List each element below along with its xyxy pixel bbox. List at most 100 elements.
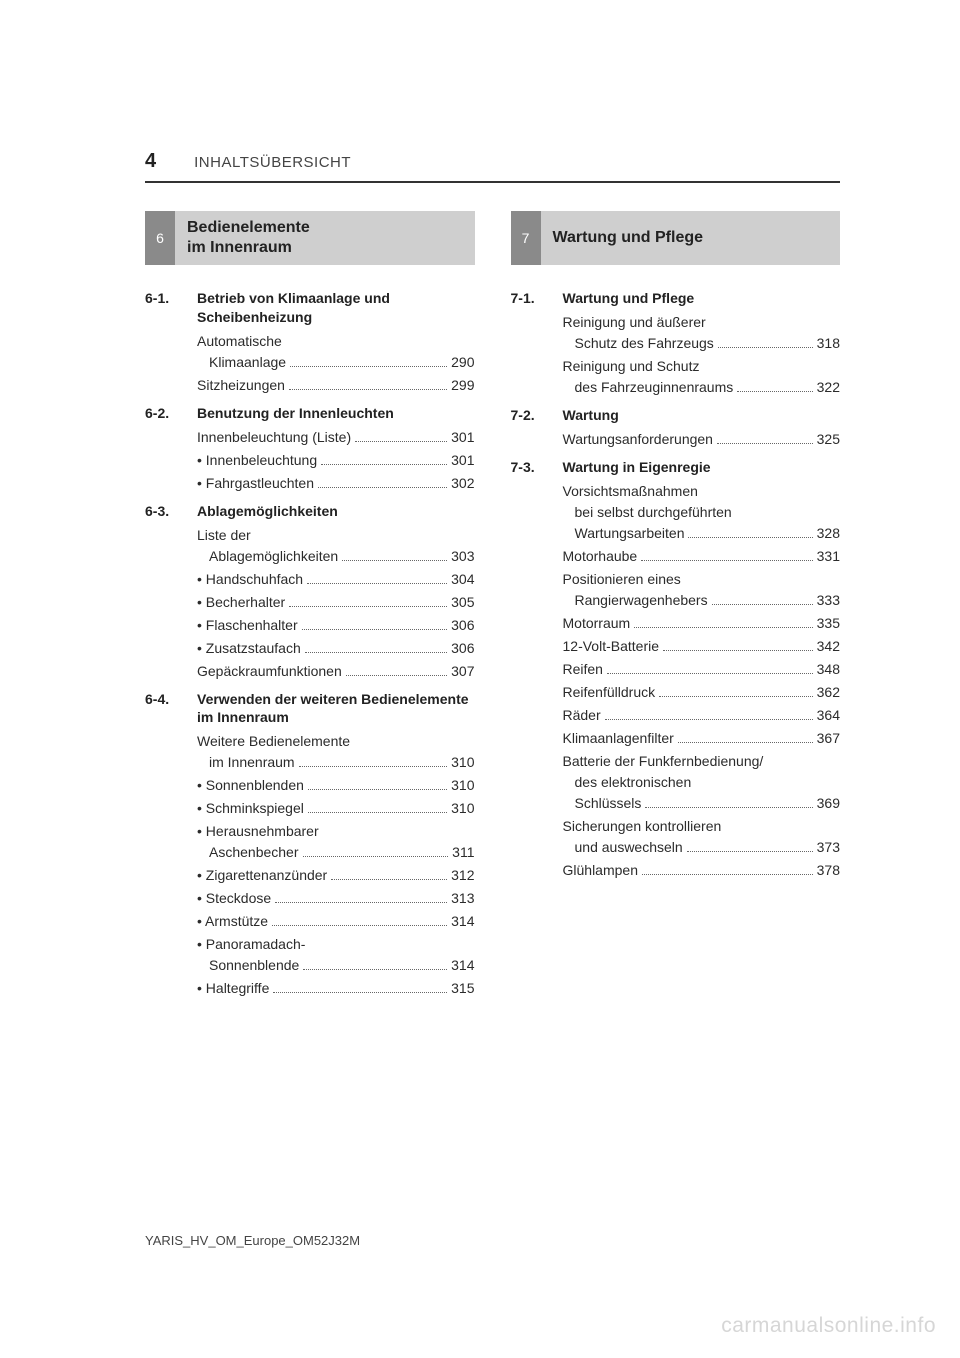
entry-page: 301 [451,427,474,448]
entry-page: 303 [451,546,474,567]
entry-page: 315 [451,978,474,999]
entry-line: Schutz des Fahrzeugs318 [563,333,841,354]
entry-label: Glühlampen [563,860,639,881]
toc-entry: Reinigung und äußererSchutz des Fahrzeug… [563,312,841,354]
leader-dots [289,606,447,607]
chapter-box-6: 6 Bedienelemente im Innenraum [145,211,475,265]
toc-entry: Wartungsanforderungen325 [563,429,841,450]
toc-section: 7-3.Wartung in EigenregieVorsichtsmaßnah… [511,458,841,883]
entry-line: Zigarettenanzünder312 [197,865,475,886]
entry-label: Wartungsanforderungen [563,429,713,450]
toc-section: 7-2.WartungWartungsanforderungen325 [511,406,841,452]
entry-label: Gepäckraumfunktionen [197,661,342,682]
leader-dots [717,443,813,444]
toc-entry: Batterie der Funkfernbedienung/des elekt… [563,751,841,814]
entry-line: Klimaanlage290 [197,352,475,373]
entry-page: 364 [817,705,840,726]
entry-page: 312 [451,865,474,886]
entry-page: 307 [451,661,474,682]
entry-label: Automatische [197,331,475,352]
toc-entry: Reinigung und Schutzdes Fahrzeuginnenrau… [563,356,841,398]
toc-entry: 12-Volt-Batterie 342 [563,636,841,657]
entry-page: 342 [817,636,840,657]
entry-line: Aschenbecher 311 [197,842,475,863]
toc-section: 6-4.Verwenden der weiteren Bedienelement… [145,690,475,1002]
entry-label: des Fahrzeuginnenraums [563,377,734,398]
entry-line: Zusatzstaufach306 [197,638,475,659]
entry-line: Haltegriffe315 [197,978,475,999]
entry-line: Klimaanlagenfilter367 [563,728,841,749]
right-sections: 7-1.Wartung und PflegeReinigung und äuße… [511,289,841,883]
entry-label: Reinigung und äußerer [563,312,841,333]
toc-entry: Sonnenblenden 310 [197,775,475,796]
entry-label: im Innenraum [197,752,295,773]
section-number: 6-4. [145,690,183,1002]
section-title: Wartung und Pflege [563,289,841,308]
entry-page: 362 [817,682,840,703]
entry-page: 310 [451,798,474,819]
entry-page: 328 [817,523,840,544]
entry-label: Reifenfülldruck [563,682,656,703]
entry-label: 12-Volt-Batterie [563,636,660,657]
entry-label: Wartungsarbeiten [563,523,685,544]
chapter-box-7: 7 Wartung und Pflege [511,211,841,265]
leader-dots [342,560,447,561]
toc-entry: Innenbeleuchtung (Liste)301 [197,427,475,448]
entry-line: und auswechseln373 [563,837,841,858]
toc-entry: Motorraum335 [563,613,841,634]
entry-page: 301 [451,450,474,471]
section-body: Betrieb von Klimaanlage und Scheibenheiz… [197,289,475,398]
section-number: 6-1. [145,289,183,398]
entry-page: 310 [451,775,474,796]
leader-dots [645,807,812,808]
entry-page: 313 [451,888,474,909]
chapter-title: Bedienelemente im Innenraum [175,211,475,265]
leader-dots [331,879,447,880]
chapter-number: 6 [145,211,175,265]
entry-line: Innenbeleuchtung301 [197,450,475,471]
entry-label: Panoramadach- [197,934,475,955]
toc-entry: Steckdose313 [197,888,475,909]
section-body: Benutzung der InnenleuchtenInnenbeleucht… [197,404,475,496]
entry-page: 311 [452,842,474,863]
leader-dots [321,464,447,465]
toc-entry: Innenbeleuchtung301 [197,450,475,471]
toc-entry: Sicherungen kontrollierenund auswechseln… [563,816,841,858]
left-column: 6 Bedienelemente im Innenraum 6-1. Betrie… [145,211,475,1007]
entry-label: Armstütze [197,911,268,932]
toc-entry: Gepäckraumfunktionen 307 [197,661,475,682]
entry-page: 367 [817,728,840,749]
entry-label: Rangierwagenhebers [563,590,708,611]
entry-label: Flaschenhalter [197,615,298,636]
leader-dots [273,992,447,993]
section-title: Wartung in Eigenregie [563,458,841,477]
entry-label: Schlüssels [563,793,642,814]
entry-line: Gepäckraumfunktionen 307 [197,661,475,682]
watermark: carmanualsonline.info [721,1314,936,1338]
leader-dots [678,742,813,743]
entry-page: 305 [451,592,474,613]
entry-line: Innenbeleuchtung (Liste)301 [197,427,475,448]
leader-dots [605,719,813,720]
toc-entry: Klimaanlagenfilter367 [563,728,841,749]
toc-entry: Motorhaube331 [563,546,841,567]
entry-line: Armstütze314 [197,911,475,932]
leader-dots [289,389,447,390]
entry-label: bei selbst durchgeführten [563,502,841,523]
leader-dots [346,675,447,676]
entry-page: 314 [451,955,474,976]
entry-label: Ablagemöglichkeiten [197,546,338,567]
left-sections: 6-1. Betrieb von Klimaanlage und Scheiben… [145,289,475,1001]
entry-page: 322 [817,377,840,398]
leader-dots [634,627,812,628]
entry-line: Reifen348 [563,659,841,680]
leader-dots [663,650,813,651]
entry-label: Sitzheizungen [197,375,285,396]
entry-page: 310 [451,752,474,773]
entry-label: Sonnenblenden [197,775,304,796]
header-title: INHALTSÜBERSICHT [194,154,351,171]
entry-label: Aschenbecher [197,842,299,863]
entry-line: Wartungsarbeiten 328 [563,523,841,544]
header-row: 4 INHALTSÜBERSICHT [145,150,840,173]
entry-page: 299 [451,375,474,396]
